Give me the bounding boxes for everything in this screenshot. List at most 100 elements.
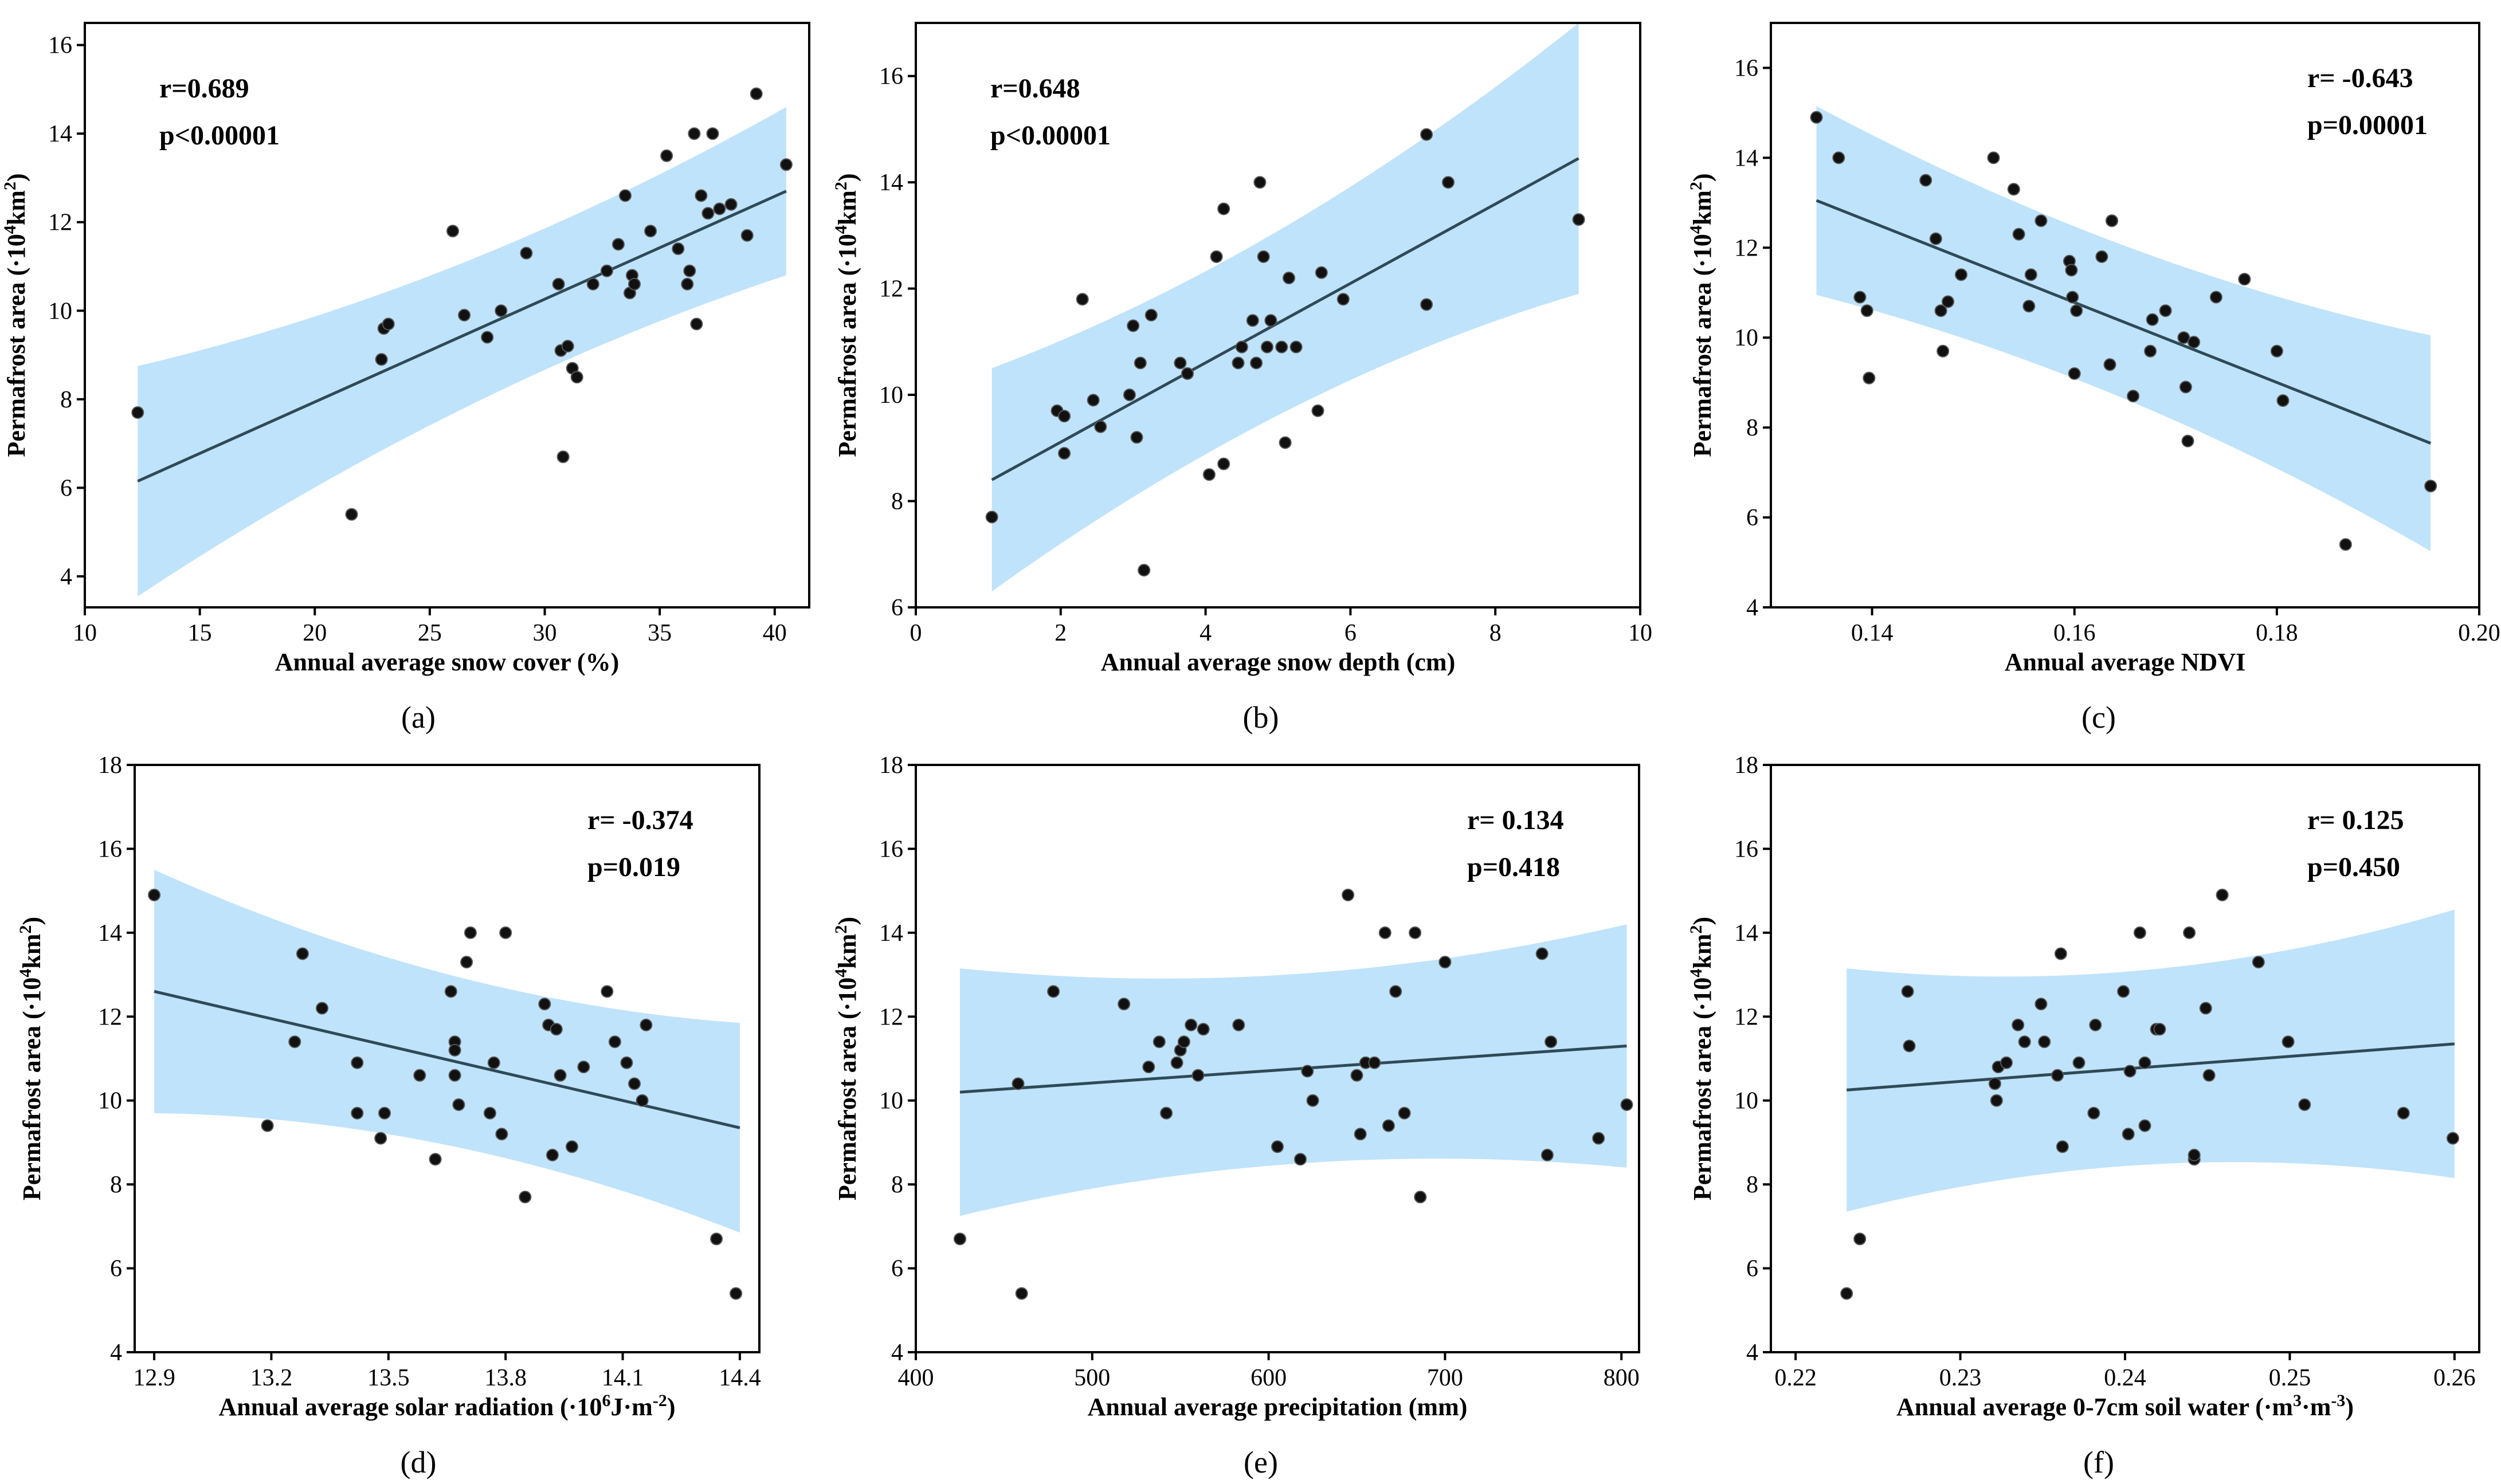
data-point bbox=[2034, 214, 2048, 227]
stat-p: p=0.418 bbox=[1467, 852, 1560, 882]
data-point bbox=[628, 277, 641, 290]
x-tick-label: 0.14 bbox=[1851, 620, 1894, 646]
data-point bbox=[2018, 1035, 2031, 1049]
data-point bbox=[2153, 1023, 2166, 1036]
data-point bbox=[1181, 367, 1194, 380]
data-point bbox=[2117, 985, 2130, 998]
plot-frame bbox=[134, 764, 761, 1353]
data-point bbox=[640, 1018, 653, 1031]
data-point bbox=[2188, 1148, 2201, 1161]
y-tick-label: 6 bbox=[891, 1256, 903, 1282]
y-tick-label: 14 bbox=[879, 920, 903, 947]
y-tick-label: 12 bbox=[1734, 1004, 1758, 1030]
chart-panel-c: 0.14 0.16 0.18 0.20 4 6 8 10 12 14 16 Annual averag… bbox=[1687, 22, 2500, 735]
data-point bbox=[1438, 956, 1452, 969]
data-point bbox=[1919, 174, 1932, 187]
data-point bbox=[1311, 404, 1324, 417]
x-axis-title: Annual average snow cover (%) bbox=[275, 648, 619, 676]
data-point bbox=[2159, 304, 2172, 317]
data-point bbox=[1279, 436, 1292, 449]
data-point bbox=[750, 87, 763, 100]
data-point bbox=[2022, 300, 2036, 313]
data-point bbox=[561, 340, 574, 353]
data-point bbox=[1990, 1094, 2003, 1107]
plot-frame bbox=[915, 22, 1641, 608]
data-point bbox=[1382, 1119, 1395, 1132]
data-point bbox=[779, 158, 793, 171]
data-point bbox=[681, 277, 694, 290]
x-tick-label: 12.9 bbox=[133, 1365, 175, 1391]
data-point bbox=[131, 406, 144, 419]
x-tick-label: 0.23 bbox=[1939, 1365, 1982, 1391]
data-point bbox=[1144, 309, 1158, 321]
data-point bbox=[351, 1106, 364, 1120]
x-tick-label: 0 bbox=[910, 620, 922, 646]
x-tick-label: 400 bbox=[898, 1365, 934, 1391]
plot-frame bbox=[1770, 22, 2480, 608]
data-point bbox=[1860, 304, 1873, 317]
y-tick-label: 10 bbox=[879, 1088, 903, 1114]
data-point bbox=[2177, 331, 2190, 344]
x-axis-title: Annual average snow depth (cm) bbox=[1101, 648, 1455, 676]
data-point bbox=[1378, 926, 1391, 939]
y-axis-title: Permafrost area (·104km2) bbox=[832, 173, 861, 457]
stat-r: r= -0.374 bbox=[587, 805, 693, 835]
y-tick-label: 6 bbox=[60, 475, 72, 501]
data-point bbox=[1354, 1128, 1367, 1141]
data-point bbox=[1012, 1077, 1025, 1090]
data-point bbox=[483, 1106, 496, 1120]
data-point bbox=[2065, 264, 2078, 277]
regression-line bbox=[1816, 199, 2432, 445]
data-point bbox=[2179, 380, 2192, 394]
data-point bbox=[619, 189, 632, 202]
y-axis-title: Permafrost area (·104km2) bbox=[1, 173, 30, 457]
stat-r: r=0.689 bbox=[159, 73, 249, 104]
panel-label: (c) bbox=[2081, 700, 2116, 735]
data-point bbox=[499, 926, 512, 939]
data-point bbox=[1420, 298, 1433, 311]
data-point bbox=[2106, 214, 2118, 227]
data-point bbox=[1398, 1106, 1411, 1120]
stat-r: r=0.648 bbox=[990, 73, 1080, 104]
data-point bbox=[2447, 1132, 2459, 1145]
data-point bbox=[1257, 250, 1270, 263]
confidence-band bbox=[138, 107, 786, 596]
data-point bbox=[566, 1140, 578, 1153]
y-tick-label: 12 bbox=[879, 276, 903, 303]
data-point bbox=[1087, 394, 1100, 407]
data-point bbox=[1253, 176, 1267, 189]
data-point bbox=[1592, 1132, 1605, 1145]
data-point bbox=[2133, 926, 2146, 939]
y-tick-label: 16 bbox=[1734, 55, 1758, 81]
data-point bbox=[556, 450, 570, 464]
data-point bbox=[1185, 1018, 1198, 1031]
data-point bbox=[620, 1056, 633, 1069]
data-point bbox=[1414, 1191, 1427, 1204]
data-point bbox=[375, 353, 388, 366]
data-point bbox=[1142, 1061, 1155, 1074]
x-axis-title: Annual average NDVI bbox=[2005, 648, 2245, 676]
data-point bbox=[1076, 293, 1089, 306]
data-point bbox=[2138, 1056, 2151, 1069]
x-tick-label: 6 bbox=[1344, 620, 1357, 646]
data-point bbox=[2216, 889, 2229, 901]
x-tick-label: 0.18 bbox=[2256, 620, 2298, 646]
data-point bbox=[1342, 889, 1355, 901]
data-point bbox=[1840, 1287, 1853, 1300]
y-tick-label: 12 bbox=[98, 1004, 122, 1030]
data-point bbox=[261, 1119, 274, 1132]
data-point bbox=[2000, 1056, 2013, 1069]
data-point bbox=[2012, 227, 2025, 241]
panel-label: (e) bbox=[1244, 1445, 1278, 1479]
data-point bbox=[690, 317, 703, 331]
data-point bbox=[2144, 344, 2157, 358]
regression-line bbox=[137, 190, 787, 483]
data-point bbox=[1123, 388, 1136, 402]
data-point bbox=[1336, 293, 1350, 306]
data-point bbox=[628, 1077, 641, 1090]
data-point bbox=[1130, 431, 1143, 444]
chart-panel-e: 400 500 600 700 800 4 6 8 10 12 14 16 18 Annual avera… bbox=[832, 752, 1640, 1479]
confidence-band bbox=[1816, 106, 2431, 551]
data-point bbox=[2209, 290, 2222, 304]
data-point bbox=[586, 277, 599, 290]
